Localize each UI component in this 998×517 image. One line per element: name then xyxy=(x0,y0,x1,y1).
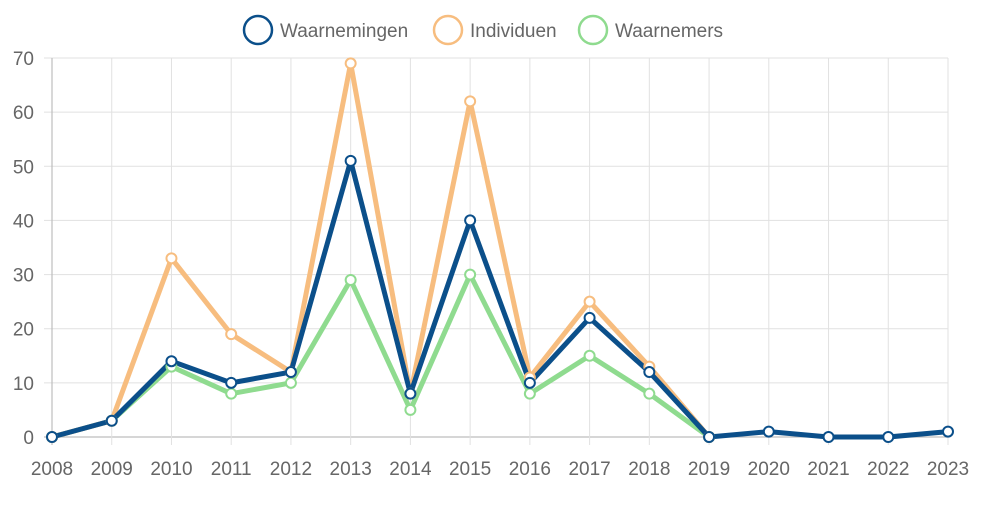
data-point-waarnemingen[interactable] xyxy=(225,376,238,389)
y-axis-ticks: 0 10 20 30 40 50 60 70 xyxy=(13,49,34,449)
series-line-individuen xyxy=(49,60,712,440)
legend-label: Waarnemingen xyxy=(280,21,408,42)
legend-item-waarnemingen[interactable]: Waarnemingen xyxy=(242,14,408,46)
data-point-waarnemers[interactable] xyxy=(404,403,417,416)
data-point-waarnemingen[interactable] xyxy=(46,431,58,443)
x-tick-label: 2014 xyxy=(389,459,432,480)
x-tick-label: 2008 xyxy=(31,459,73,480)
legend-marker-icon xyxy=(577,14,609,46)
data-point-waarnemingen[interactable] xyxy=(165,355,178,368)
legend-label: Waarnemers xyxy=(615,21,723,42)
x-tick-label: 2015 xyxy=(449,459,491,480)
x-tick-label: 2021 xyxy=(807,459,849,480)
x-tick-label: 2017 xyxy=(568,459,610,480)
y-tick-label: 70 xyxy=(13,49,34,70)
series-points xyxy=(46,57,954,443)
legend-marker-icon xyxy=(432,14,464,46)
data-point-waarnemingen[interactable] xyxy=(583,311,596,324)
data-point-individuen[interactable] xyxy=(583,295,596,308)
x-tick-label: 2019 xyxy=(688,459,730,480)
data-point-waarnemingen[interactable] xyxy=(404,387,417,400)
data-point-individuen[interactable] xyxy=(464,95,477,108)
x-tick-label: 2011 xyxy=(211,459,252,480)
data-point-waarnemingen[interactable] xyxy=(284,366,297,379)
series-line-waarnemingen xyxy=(49,158,951,440)
y-tick-label: 30 xyxy=(13,266,34,287)
data-point-waarnemers[interactable] xyxy=(284,376,297,389)
series-lines xyxy=(49,60,951,440)
x-tick-label: 2010 xyxy=(150,459,192,480)
data-point-waarnemingen[interactable] xyxy=(822,431,835,443)
data-point-waarnemingen[interactable] xyxy=(523,376,536,389)
legend-label: Individuen xyxy=(470,21,557,42)
data-point-waarnemers[interactable] xyxy=(464,268,477,281)
data-point-waarnemers[interactable] xyxy=(344,273,357,286)
grid-lines xyxy=(44,57,949,445)
y-tick-label: 0 xyxy=(23,428,34,449)
y-tick-label: 60 xyxy=(13,103,34,124)
x-tick-label: 2013 xyxy=(330,459,372,480)
x-tick-label: 2022 xyxy=(867,459,909,480)
data-point-waarnemers[interactable] xyxy=(643,387,656,400)
data-point-waarnemingen[interactable] xyxy=(105,414,118,427)
data-point-waarnemingen[interactable] xyxy=(464,214,477,227)
legend-marker-icon xyxy=(242,14,274,46)
series-line-waarnemers xyxy=(49,272,712,440)
x-tick-label: 2020 xyxy=(748,459,790,480)
data-point-waarnemers[interactable] xyxy=(523,387,536,400)
data-point-waarnemingen[interactable] xyxy=(942,425,954,438)
data-point-waarnemingen[interactable] xyxy=(703,431,716,443)
data-point-waarnemers[interactable] xyxy=(225,387,238,400)
x-tick-label: 2009 xyxy=(91,459,133,480)
y-tick-label: 10 xyxy=(13,374,34,395)
data-point-individuen[interactable] xyxy=(165,252,178,265)
data-point-individuen[interactable] xyxy=(225,328,238,341)
data-point-waarnemingen[interactable] xyxy=(344,154,357,167)
x-tick-label: 2018 xyxy=(628,459,670,480)
legend-item-waarnemers[interactable]: Waarnemers xyxy=(577,14,723,46)
x-tick-label: 2012 xyxy=(270,459,312,480)
data-point-waarnemingen[interactable] xyxy=(762,425,775,438)
y-tick-label: 40 xyxy=(13,211,34,232)
chart-legend: Waarnemingen Individuen Waarnemers xyxy=(242,14,723,46)
y-tick-label: 50 xyxy=(13,157,34,178)
legend-item-individuen[interactable]: Individuen xyxy=(432,14,557,46)
x-axis-ticks: 2008 2009 2010 2011 2012 2013 2014 2015 2016 2017… xyxy=(31,459,969,480)
data-point-individuen[interactable] xyxy=(344,57,357,70)
data-point-waarnemingen[interactable] xyxy=(882,431,895,443)
x-tick-label: 2016 xyxy=(509,459,551,480)
x-tick-label: 2023 xyxy=(927,459,969,480)
data-point-waarnemingen[interactable] xyxy=(643,366,656,379)
y-tick-label: 20 xyxy=(13,320,34,341)
data-point-waarnemers[interactable] xyxy=(583,349,596,362)
